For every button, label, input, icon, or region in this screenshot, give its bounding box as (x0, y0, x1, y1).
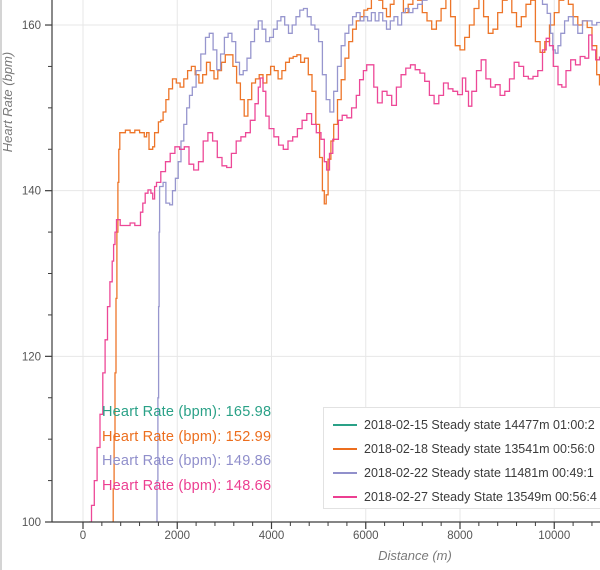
series-line-2018-02-22 (156, 0, 600, 522)
legend-item-2[interactable]: 2018-02-18 Steady state 13541m 00:56:0 (333, 437, 600, 461)
hover-label-series-1: Heart Rate (bpm): 165.98 (102, 404, 272, 420)
legend-item-label: 2018-02-22 Steady state 11481m 00:49:1 (364, 466, 594, 480)
x-tick-label: 10000 (538, 530, 570, 542)
legend-item-label: 2018-02-18 Steady state 13541m 00:56:0 (364, 442, 595, 456)
y-tick-label: 160 (22, 20, 41, 32)
hover-label-series-3: Heart Rate (bpm): 149.86 (102, 453, 272, 470)
page-left-border (0, 0, 2, 570)
x-tick-label: 0 (80, 530, 86, 542)
x-tick-label: 2000 (164, 530, 190, 542)
legend-item-1[interactable]: 2018-02-15 Steady state 14477m 01:00:2 (333, 413, 600, 437)
y-tick-label: 100 (22, 517, 41, 529)
legend-line-swatch (333, 448, 357, 450)
hover-label-series-2: Heart Rate (bpm): 152.99 (102, 428, 272, 445)
series-line-2018-02-27 (89, 34, 600, 522)
y-tick-label: 120 (22, 351, 41, 363)
x-axis-title: Distance (m) (378, 548, 452, 563)
chart-legend: 2018-02-15 Steady state 14477m 01:00:2 20… (323, 407, 600, 509)
legend-item-4[interactable]: 2018-02-27 Steady State 13549m 00:56:4 (333, 485, 600, 509)
legend-line-swatch (333, 496, 357, 498)
legend-item-3[interactable]: 2018-02-22 Steady state 11481m 00:49:1 (333, 461, 600, 485)
y-axis-title: Heart Rate (bpm) (0, 52, 15, 152)
series-line-2018-02-18 (112, 0, 600, 522)
hover-label-series-4: Heart Rate (bpm): 148.66 (102, 478, 272, 495)
legend-item-label: 2018-02-27 Steady State 13549m 00:56:4 (364, 490, 597, 504)
x-tick-label: 8000 (447, 530, 473, 542)
legend-line-swatch (333, 472, 357, 474)
y-tick-label: 140 (22, 186, 41, 198)
legend-item-label: 2018-02-15 Steady state 14477m 01:00:2 (364, 418, 595, 432)
axes (45, 0, 600, 529)
x-tick-label: 4000 (259, 530, 285, 542)
series-lines (89, 0, 600, 522)
x-tick-label: 6000 (353, 530, 379, 542)
legend-line-swatch (333, 424, 357, 426)
